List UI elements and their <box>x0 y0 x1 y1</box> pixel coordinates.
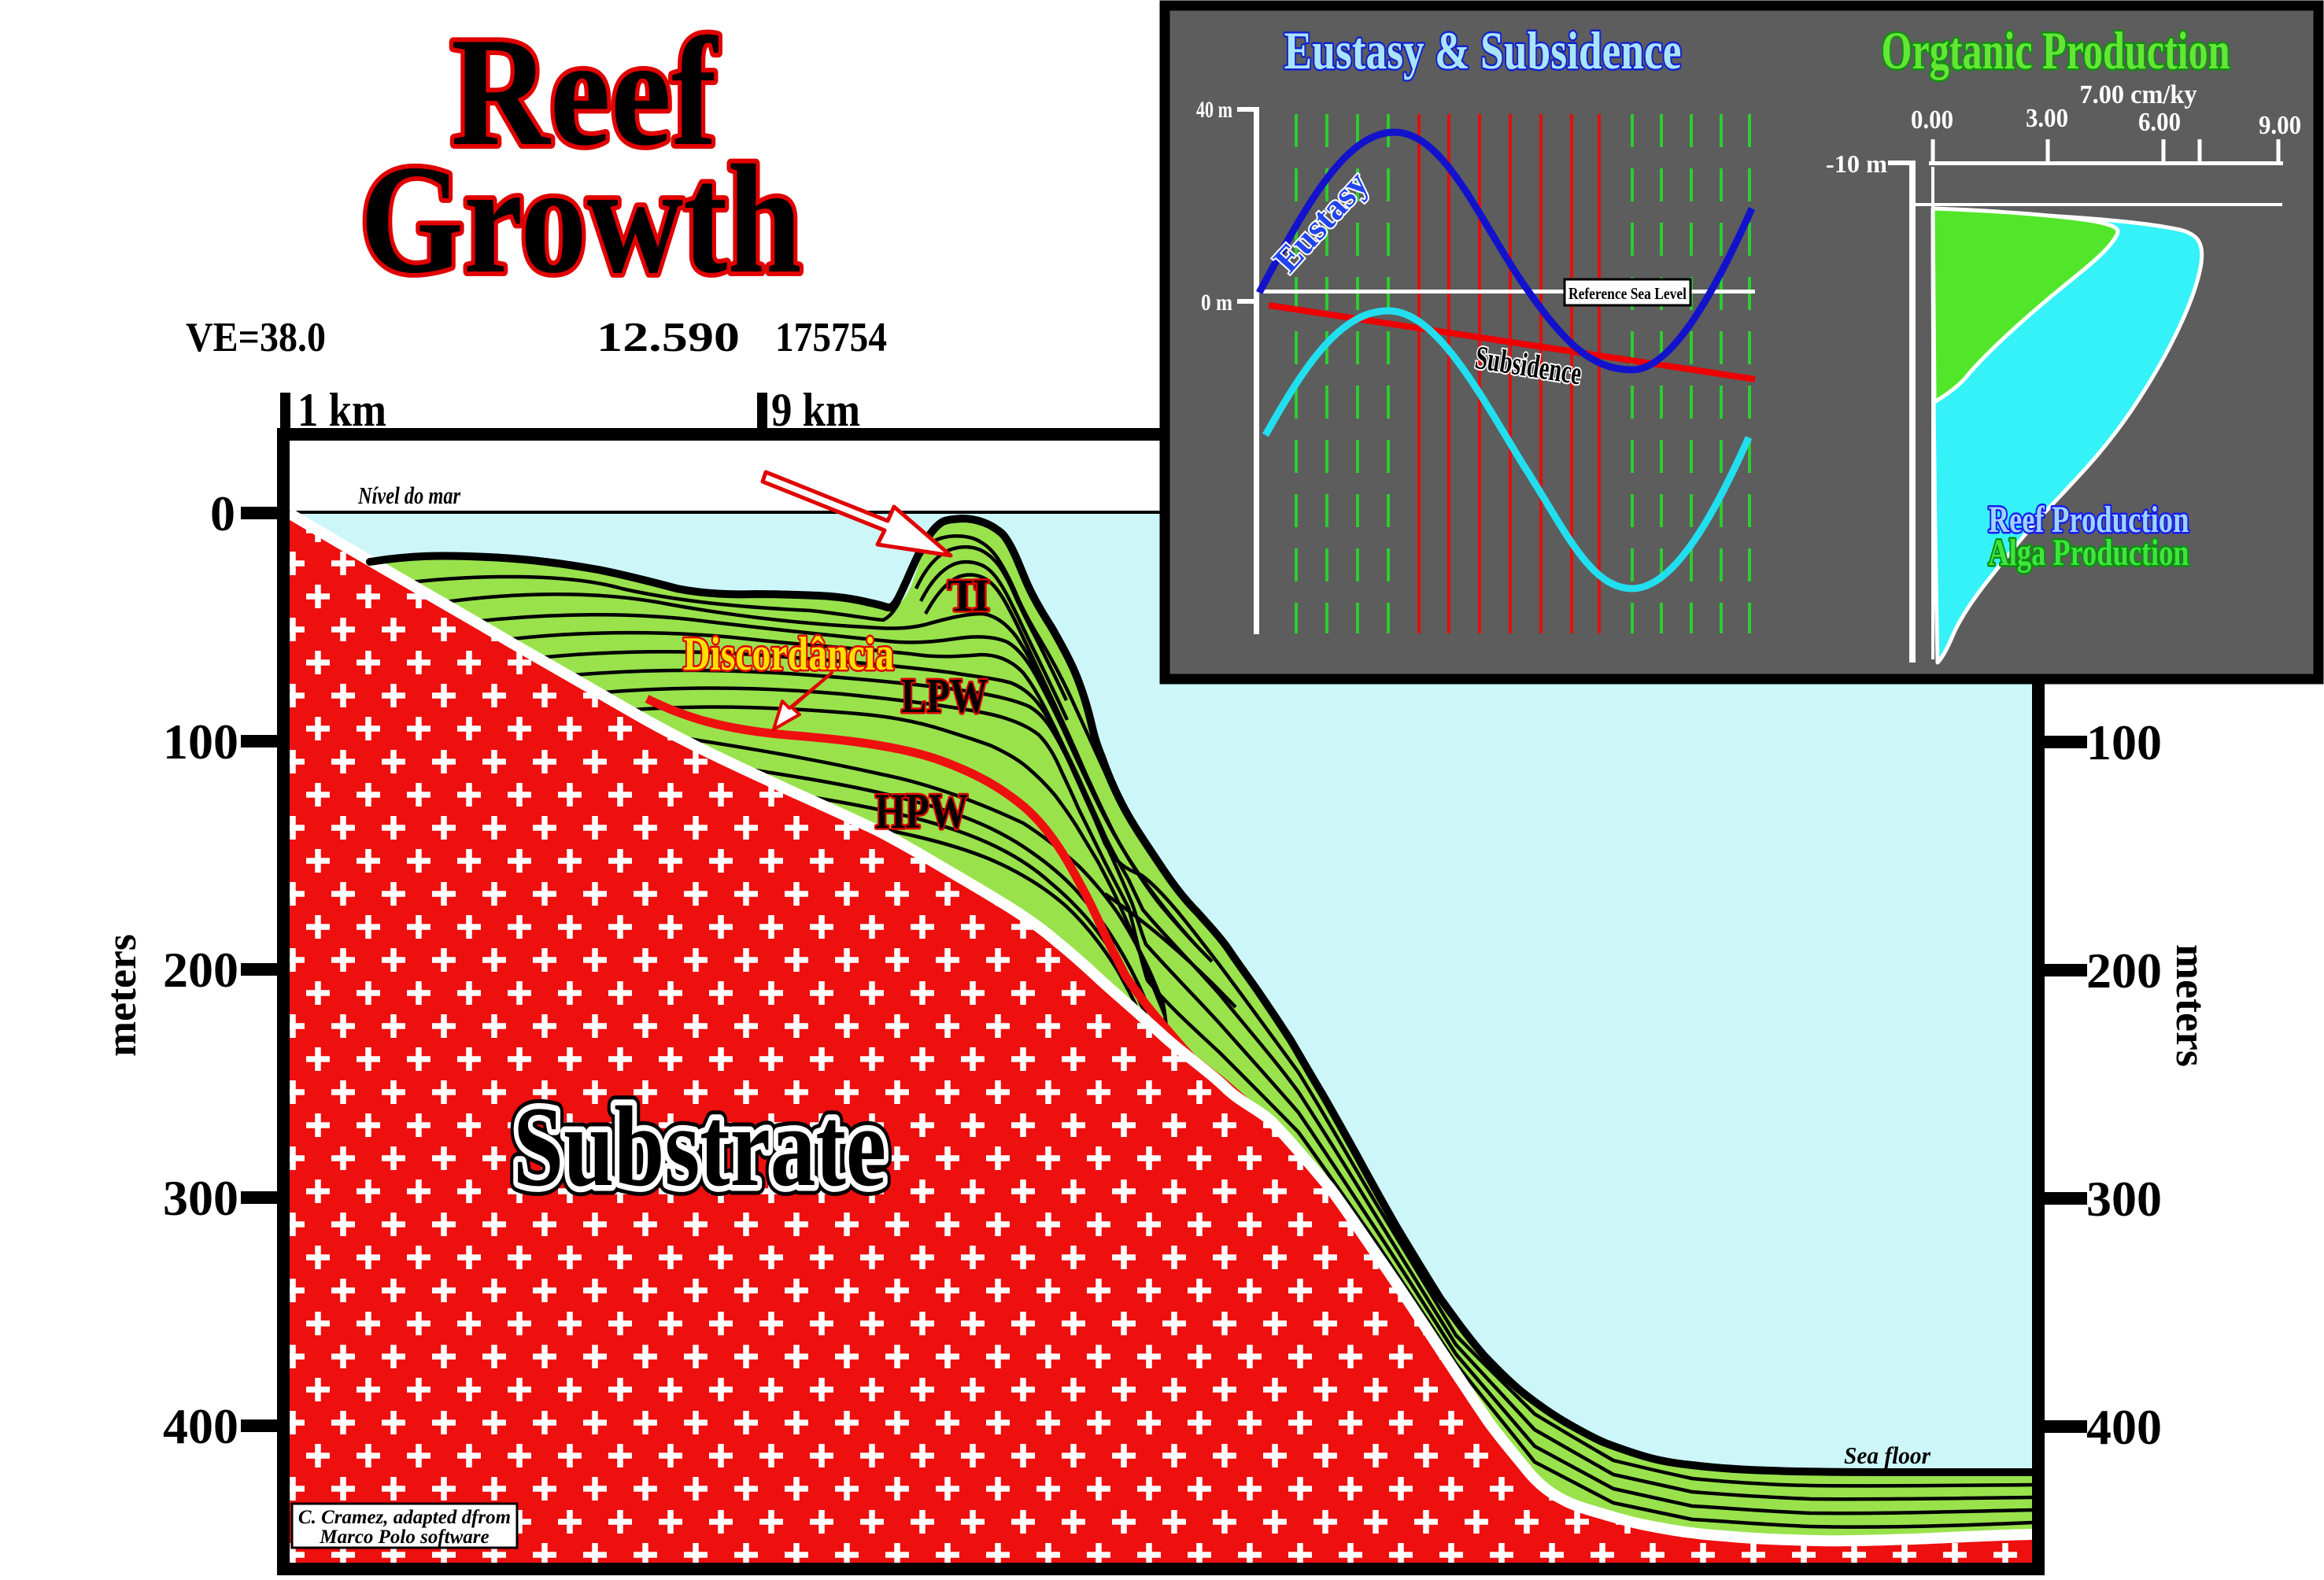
svg-text:Nível do mar: Nível do mar <box>357 482 461 509</box>
svg-text:Discordância: Discordância <box>683 628 894 680</box>
svg-text:meters: meters <box>2167 944 2215 1067</box>
svg-text:12.590: 12.590 <box>597 315 740 360</box>
svg-text:Substrate: Substrate <box>513 1083 886 1210</box>
svg-text:LPW: LPW <box>901 670 988 723</box>
svg-text:Reference Sea Level: Reference Sea Level <box>1568 284 1687 303</box>
svg-text:300: 300 <box>163 1170 238 1226</box>
svg-text:Orgtanic Production: Orgtanic Production <box>1882 20 2230 80</box>
svg-text:1 km: 1 km <box>297 384 386 436</box>
svg-text:0.00: 0.00 <box>1911 105 1953 135</box>
svg-text:0: 0 <box>210 485 235 541</box>
svg-text:Reef: Reef <box>451 6 719 178</box>
svg-text:Substrate: Substrate <box>513 1083 886 1210</box>
svg-text:TI: TI <box>948 570 990 621</box>
svg-text:-10 m: -10 m <box>1826 150 1887 178</box>
svg-text:HPW: HPW <box>875 783 968 839</box>
svg-text:3.00: 3.00 <box>2026 104 2068 133</box>
svg-text:VE=38.0: VE=38.0 <box>186 315 326 360</box>
svg-text:100: 100 <box>163 714 238 770</box>
svg-text:6.00: 6.00 <box>2138 108 2181 137</box>
svg-text:9.00: 9.00 <box>2259 111 2301 140</box>
svg-text:Alga Production: Alga Production <box>1989 532 2189 574</box>
svg-text:Growth: Growth <box>360 133 802 305</box>
svg-text:175754: 175754 <box>775 315 887 360</box>
svg-text:200: 200 <box>163 942 238 998</box>
svg-text:9 km: 9 km <box>771 384 860 436</box>
svg-text:Eustasy & Subsidence: Eustasy & Subsidence <box>1284 20 1682 80</box>
svg-text:400: 400 <box>2086 1399 2162 1455</box>
svg-text:Marco Polo software: Marco Polo software <box>319 1526 489 1548</box>
svg-text:40 m: 40 m <box>1196 97 1232 123</box>
svg-text:200: 200 <box>2086 943 2162 999</box>
svg-text:300: 300 <box>2086 1171 2162 1227</box>
svg-text:C. Cramez, adapted dfrom: C. Cramez, adapted dfrom <box>298 1507 511 1528</box>
svg-text:0 m: 0 m <box>1201 290 1232 316</box>
svg-text:Sea floor: Sea floor <box>1844 1442 1931 1469</box>
svg-text:Reef Production: Reef Production <box>1989 499 2189 541</box>
svg-text:100: 100 <box>2086 714 2162 770</box>
svg-text:meters: meters <box>98 934 145 1057</box>
svg-text:400: 400 <box>163 1398 238 1454</box>
svg-text:7.00 cm/ky: 7.00 cm/ky <box>2080 80 2197 109</box>
